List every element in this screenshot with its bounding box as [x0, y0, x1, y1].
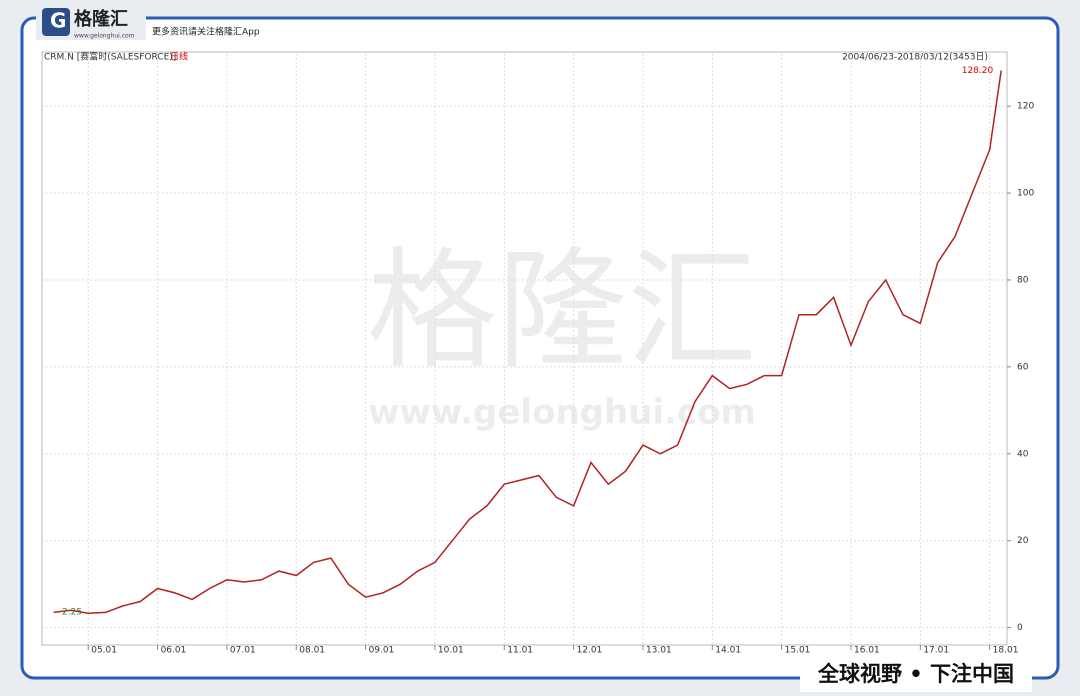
x-tick-label: 12.01: [577, 646, 603, 656]
watermark: 格隆汇: [367, 235, 757, 387]
y-tick-label: 20: [1017, 536, 1029, 546]
y-tick-label: 40: [1017, 449, 1029, 459]
range-label: 2004/06/23-2018/03/12(3453日): [842, 52, 988, 63]
x-tick-label: 14.01: [715, 646, 741, 656]
chart-subtitle: 日线: [170, 51, 188, 63]
x-tick-label: 06.01: [161, 646, 187, 656]
plot-frame: [41, 51, 1008, 646]
y-tick-label: 120: [1017, 102, 1034, 112]
footer-bg: [800, 658, 1032, 692]
footer: 全球视野 • 下注中国: [817, 662, 1014, 686]
x-tick-label: 11.01: [507, 646, 533, 656]
x-tick-label: 08.01: [299, 646, 325, 656]
slogan: 更多资讯请关注格隆汇App: [152, 26, 260, 38]
x-tick-label: 09.01: [369, 646, 395, 656]
site: www.gelonghui.com: [74, 33, 135, 40]
price-line: [53, 70, 1002, 615]
high-label: 128.20: [962, 66, 994, 76]
x-tick-label: 13.01: [646, 646, 672, 656]
y-tick-label: 0: [1017, 623, 1023, 633]
x-tick-label: 18.01: [993, 646, 1019, 656]
brand: 格隆汇: [74, 8, 128, 30]
x-tick-label: 05.01: [91, 646, 117, 656]
x-tick-label: 15.01: [785, 646, 811, 656]
frame: [20, 16, 1060, 680]
x-tick-label: 17.01: [923, 646, 949, 656]
chart-title: CRM.N [赛富时(SALESFORCE)]: [44, 51, 176, 63]
x-tick-label: 07.01: [230, 646, 256, 656]
y-tick-label: 60: [1017, 362, 1029, 372]
logo-icon: [42, 8, 70, 36]
logo-g: G: [50, 9, 66, 33]
low-label: 2.25: [62, 607, 82, 617]
y-tick-label: 80: [1017, 275, 1029, 285]
x-tick-label: 16.01: [854, 646, 880, 656]
y-tick-label: 100: [1017, 189, 1034, 199]
x-tick-label: 10.01: [438, 646, 464, 656]
